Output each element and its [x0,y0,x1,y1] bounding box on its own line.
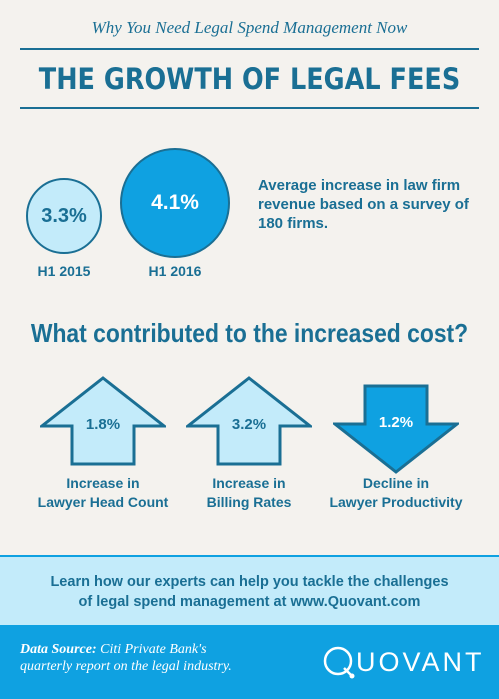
factor-label-line2: Billing Rates [206,494,292,510]
stat-circle-2015: 3.3% [26,178,102,254]
page-title: THE GROWTH OF LEGAL FEES [38,62,461,96]
factor-label-billing: Increase in Billing Rates [166,474,332,512]
footer [0,627,499,699]
factor-label-line1: Decline in [362,475,430,491]
quovant-logo[interactable]: Q UOVANT [322,645,485,679]
factor-productivity: 1.2% [330,384,462,474]
factor-value: 3.2% [231,416,267,433]
factor-label-headcount: Increase in Lawyer Head Count [20,474,186,512]
arrow-up-icon [37,376,169,466]
cta-band [0,555,499,627]
logo-q-icon [323,646,355,679]
logo-wordmark: UOVANT [356,646,485,677]
data-source-line1: Citi Private Bank's [100,642,207,657]
data-source-label: Data Source: [20,642,97,657]
stat-label-2015: H1 2015 [37,263,91,279]
stat-description: Average increase in law firm revenue bas… [258,177,469,232]
cta-text[interactable]: Learn how our experts can help you tackl… [10,572,489,612]
factor-label-line1: Increase in [66,475,140,491]
factor-label-line1: Increase in [212,475,286,491]
logo-q-mark: Q [322,645,356,679]
title-rule-bottom [20,107,479,109]
factor-value: 1.8% [85,416,121,433]
title-rule-top [20,48,479,50]
factor-billing: 3.2% [183,376,315,466]
subtitle: Why You Need Legal Spend Management Now [91,18,408,37]
factor-label-line2: Lawyer Productivity [329,494,463,510]
stat-label-2016: H1 2016 [148,263,202,279]
arrow-down-icon [330,384,462,474]
stat-value-2016: 4.1% [151,191,199,214]
stat-circle-2016: 4.1% [120,148,230,258]
arrow-up-icon [183,376,315,466]
cta-line1: Learn how our experts can help you tackl… [50,574,449,590]
data-source: Data Source: Citi Private Bank's quarter… [20,641,320,675]
cta-line2[interactable]: of legal spend management at www.Quovant… [78,594,421,610]
stat-value-2015: 3.3% [41,204,87,227]
data-source-line2: quarterly report on the legal industry. [20,659,232,674]
section-question: What contributed to the increased cost? [30,318,469,348]
factor-label-line2: Lawyer Head Count [37,494,169,510]
factor-value: 1.2% [378,414,414,431]
factor-headcount: 1.8% [37,376,169,466]
factor-label-productivity: Decline in Lawyer Productivity [311,474,481,512]
